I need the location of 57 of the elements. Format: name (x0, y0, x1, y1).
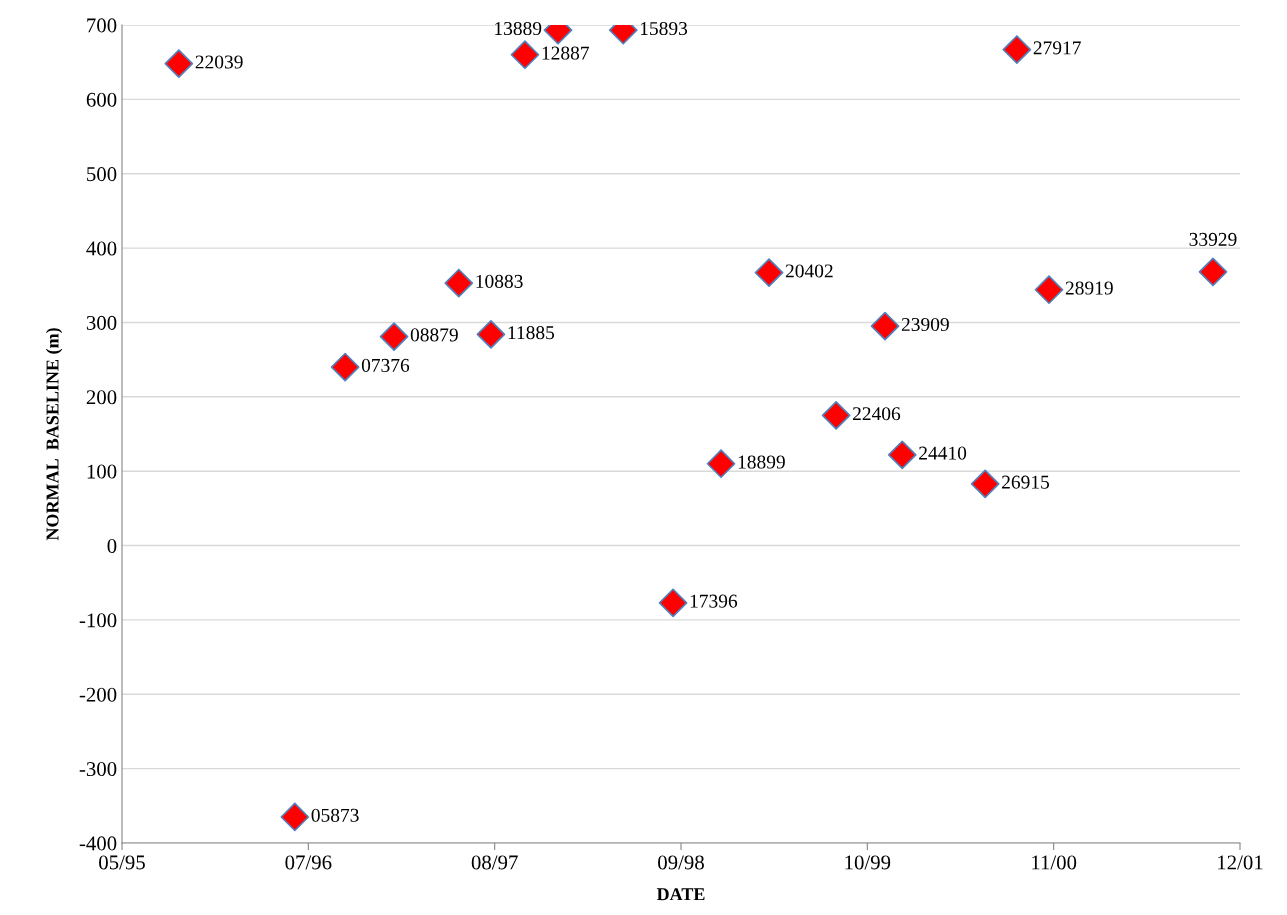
x-tick-label: 09/98 (658, 855, 704, 870)
point (706, 449, 736, 479)
x-tick-label: 12/01 (1218, 855, 1263, 870)
point (970, 469, 1000, 499)
point (280, 802, 310, 832)
annotation: 08879 (410, 328, 458, 342)
annotation: 05873 (311, 808, 359, 822)
point (379, 322, 409, 351)
annotation: 20402 (785, 264, 833, 278)
annotation: 12887 (542, 46, 589, 60)
y-tick-label: -400 (79, 836, 117, 851)
annotation: 24410 (919, 446, 967, 460)
annotation: 33929 (1189, 232, 1237, 246)
y-tick-label: 500 (87, 167, 117, 182)
y-tick-label: 100 (87, 464, 117, 479)
y-tick-label: 200 (86, 390, 117, 405)
x-tick-label: 11/00 (1032, 855, 1077, 870)
point (1034, 275, 1064, 305)
annotation: 23909 (901, 317, 949, 332)
annotation: 28919 (1065, 281, 1113, 295)
annotation: 07376 (361, 358, 410, 372)
x-tick-label: 05/95 (99, 855, 145, 870)
annotation: 27917 (1033, 41, 1081, 55)
x-tick-label: 07/96 (285, 855, 332, 870)
annotation: 13889 (495, 21, 542, 36)
y-tick-label: 300 (86, 315, 117, 330)
point (330, 352, 360, 382)
annotation: 22406 (852, 407, 901, 421)
y-tick-label: -200 (79, 687, 117, 702)
point (870, 311, 900, 341)
annotation: 26915 (1002, 475, 1050, 489)
annotation: 11885 (508, 326, 555, 340)
point (444, 268, 474, 298)
point (1002, 35, 1032, 64)
annotation: 10883 (476, 274, 523, 288)
y-tick-label: -100 (79, 613, 117, 628)
y-axis-title: NORMAL BASELINE (m) (45, 328, 63, 541)
x-tick-label: 08/97 (471, 855, 518, 870)
annotation: 15893 (640, 21, 688, 36)
annotation: 22039 (195, 55, 243, 69)
y-tick-label: -300 (79, 762, 117, 777)
point (887, 440, 917, 470)
annotation: 18899 (738, 455, 785, 469)
y-tick-label: 0 (107, 538, 117, 553)
point (510, 40, 540, 70)
y-tick-label: 700 (87, 18, 117, 33)
x-axis-title: DATE (656, 888, 705, 901)
x-tick-label: 10/99 (845, 855, 891, 870)
point (164, 49, 194, 79)
point (658, 588, 688, 618)
point (754, 258, 784, 288)
y-tick-label: 600 (86, 92, 117, 107)
point (1198, 257, 1228, 287)
point (821, 401, 851, 430)
annotation: 17396 (690, 594, 738, 608)
y-tick-label: 400 (86, 241, 117, 256)
point (476, 319, 506, 349)
